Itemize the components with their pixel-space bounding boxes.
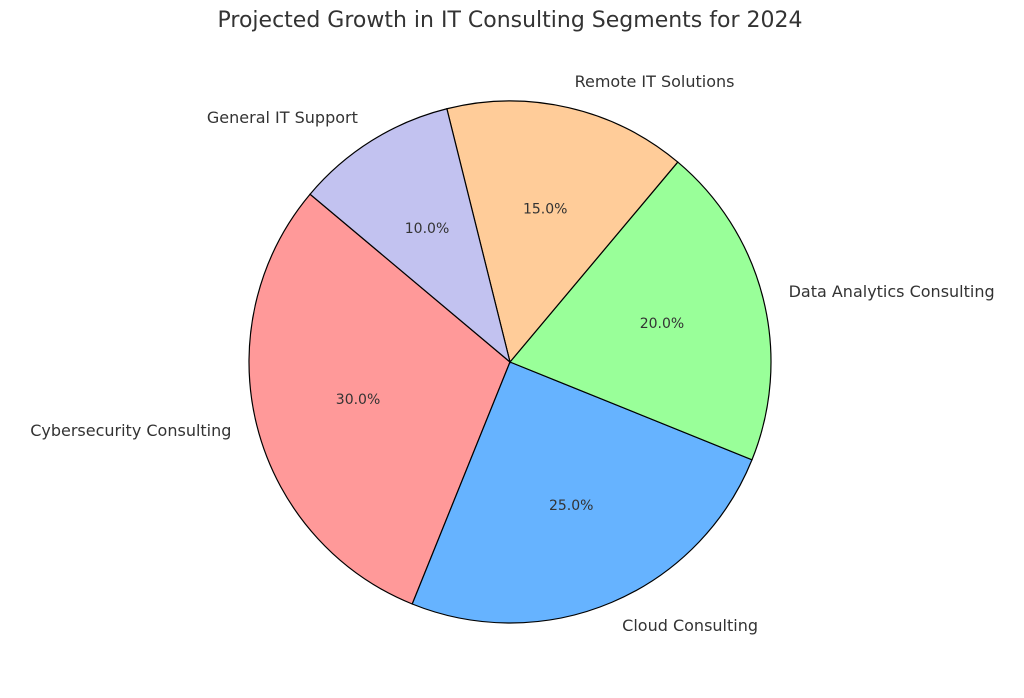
category-label: Remote IT Solutions bbox=[575, 72, 735, 91]
pie-slice bbox=[509, 161, 772, 461]
pie-slice bbox=[248, 193, 511, 605]
value-label: 30.0% bbox=[336, 392, 380, 408]
value-label: 20.0% bbox=[640, 316, 684, 332]
chart-title: Projected Growth in IT Consulting Segmen… bbox=[218, 8, 803, 33]
category-label: General IT Support bbox=[207, 108, 358, 127]
pie-slice bbox=[446, 100, 679, 364]
value-label: 25.0% bbox=[549, 498, 593, 514]
category-label: Data Analytics Consulting bbox=[789, 282, 995, 301]
pie-slice bbox=[411, 361, 753, 624]
pie-slice bbox=[309, 108, 512, 364]
value-label: 15.0% bbox=[523, 201, 567, 217]
category-label: Cloud Consulting bbox=[622, 616, 758, 635]
category-label: Cybersecurity Consulting bbox=[30, 421, 231, 440]
value-label: 10.0% bbox=[405, 221, 449, 237]
